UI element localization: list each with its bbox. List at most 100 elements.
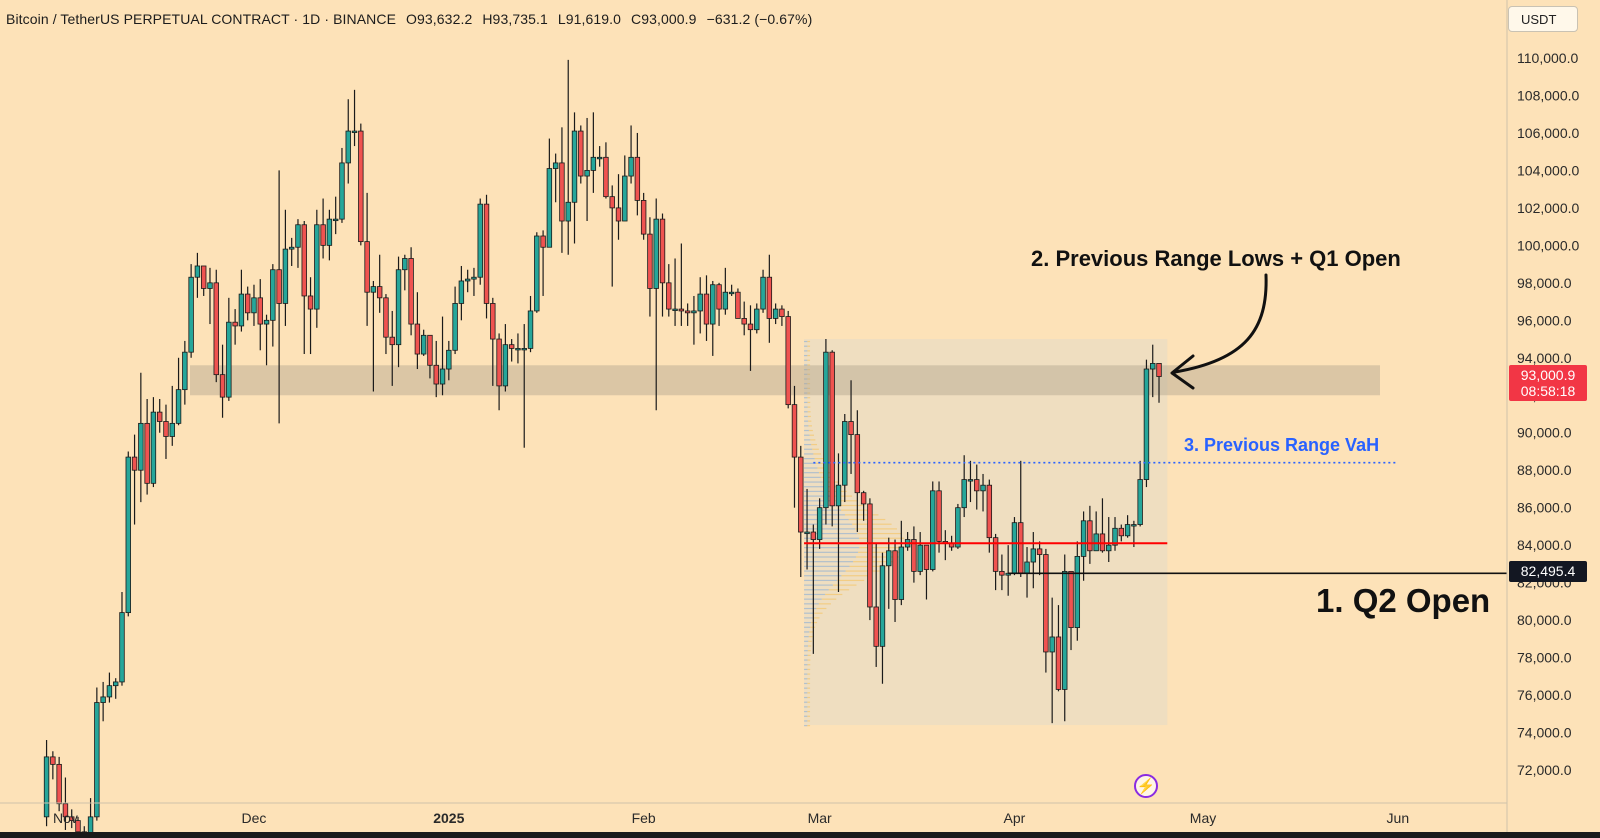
candle[interactable] xyxy=(452,286,458,355)
candle[interactable] xyxy=(270,264,276,347)
candle[interactable] xyxy=(1150,344,1156,398)
candle[interactable] xyxy=(609,185,615,287)
candle[interactable] xyxy=(244,286,251,321)
candle[interactable] xyxy=(1068,570,1074,651)
candle[interactable] xyxy=(571,112,578,244)
lightning-icon[interactable]: ⚡ xyxy=(1134,774,1158,798)
candle[interactable] xyxy=(898,520,905,606)
candle[interactable] xyxy=(615,174,622,240)
candle[interactable] xyxy=(490,297,496,386)
candle[interactable] xyxy=(339,147,345,223)
candle[interactable] xyxy=(590,112,597,193)
candle[interactable] xyxy=(427,334,433,379)
candle[interactable] xyxy=(955,503,961,549)
candle[interactable] xyxy=(823,339,829,525)
candle[interactable] xyxy=(207,267,213,325)
candle[interactable] xyxy=(194,252,201,298)
candle[interactable] xyxy=(603,142,609,199)
candle[interactable] xyxy=(125,451,131,617)
candle[interactable] xyxy=(653,198,659,411)
candle[interactable] xyxy=(113,678,119,699)
candle[interactable] xyxy=(1118,524,1125,542)
candle[interactable] xyxy=(1143,359,1150,488)
candle[interactable] xyxy=(1055,605,1062,692)
candle[interactable] xyxy=(188,264,194,358)
candle[interactable] xyxy=(842,414,848,503)
candle[interactable] xyxy=(647,217,653,317)
candle[interactable] xyxy=(584,117,590,222)
candle[interactable] xyxy=(56,756,62,812)
candle[interactable] xyxy=(911,526,917,583)
candle[interactable] xyxy=(464,269,471,293)
candles-layer[interactable] xyxy=(43,59,1162,838)
candle[interactable] xyxy=(508,339,515,362)
candle[interactable] xyxy=(710,280,716,356)
candle[interactable] xyxy=(936,481,942,553)
candle[interactable] xyxy=(534,232,540,313)
candle[interactable] xyxy=(288,237,295,266)
candle[interactable] xyxy=(358,123,364,246)
candle[interactable] xyxy=(728,284,735,296)
candle[interactable] xyxy=(100,681,106,722)
candle[interactable] xyxy=(138,372,144,503)
candle[interactable] xyxy=(829,350,835,527)
candle[interactable] xyxy=(860,490,867,521)
candle[interactable] xyxy=(747,305,754,371)
candle[interactable] xyxy=(471,267,477,296)
candle[interactable] xyxy=(370,280,377,392)
candle[interactable] xyxy=(1137,460,1143,527)
candle[interactable] xyxy=(94,687,100,821)
candle[interactable] xyxy=(163,404,169,459)
candle[interactable] xyxy=(131,434,138,525)
candle[interactable] xyxy=(672,258,678,326)
candle[interactable] xyxy=(854,410,861,533)
candle[interactable] xyxy=(779,305,785,326)
symbol-header[interactable]: Bitcoin / TetherUS PERPETUAL CONTRACT · … xyxy=(6,11,818,27)
candle[interactable] xyxy=(213,269,219,383)
candle[interactable] xyxy=(156,399,163,433)
candle[interactable] xyxy=(301,221,307,355)
candle[interactable] xyxy=(238,269,245,332)
candle[interactable] xyxy=(314,209,320,328)
candle[interactable] xyxy=(1080,511,1087,581)
candle[interactable] xyxy=(886,537,892,609)
candle[interactable] xyxy=(420,329,427,356)
candle[interactable] xyxy=(282,209,289,326)
candle[interactable] xyxy=(106,672,113,703)
candle[interactable] xyxy=(1036,541,1043,576)
symbol-title[interactable]: Bitcoin / TetherUS PERPETUAL CONTRACT · … xyxy=(6,11,397,27)
candle[interactable] xyxy=(684,303,691,326)
candle[interactable] xyxy=(578,125,584,184)
candle[interactable] xyxy=(1112,517,1118,551)
candle[interactable] xyxy=(376,254,383,313)
candle[interactable] xyxy=(546,138,553,248)
candle[interactable] xyxy=(735,288,741,319)
candle[interactable] xyxy=(515,333,521,364)
candle[interactable] xyxy=(634,132,641,216)
candle[interactable] xyxy=(1106,517,1112,563)
candle[interactable] xyxy=(1074,541,1081,641)
candle[interactable] xyxy=(446,340,452,381)
candle[interactable] xyxy=(703,275,710,341)
candle[interactable] xyxy=(722,267,729,315)
candle[interactable] xyxy=(1011,517,1018,576)
candle[interactable] xyxy=(892,539,898,622)
candle[interactable] xyxy=(496,333,502,411)
candle[interactable] xyxy=(804,488,810,570)
candle[interactable] xyxy=(766,254,773,343)
candle[interactable] xyxy=(226,297,232,401)
candle[interactable] xyxy=(395,256,402,368)
candle[interactable] xyxy=(439,316,446,396)
candle[interactable] xyxy=(332,196,339,235)
candle[interactable] xyxy=(760,269,766,313)
candle[interactable] xyxy=(697,277,703,334)
candle[interactable] xyxy=(565,59,571,255)
candle[interactable] xyxy=(295,219,301,268)
candle[interactable] xyxy=(276,170,282,424)
candle[interactable] xyxy=(1156,363,1162,403)
candle[interactable] xyxy=(810,524,817,654)
candle[interactable] xyxy=(389,310,395,386)
candle[interactable] xyxy=(785,310,791,409)
candle[interactable] xyxy=(477,198,483,285)
candle[interactable] xyxy=(502,324,509,392)
